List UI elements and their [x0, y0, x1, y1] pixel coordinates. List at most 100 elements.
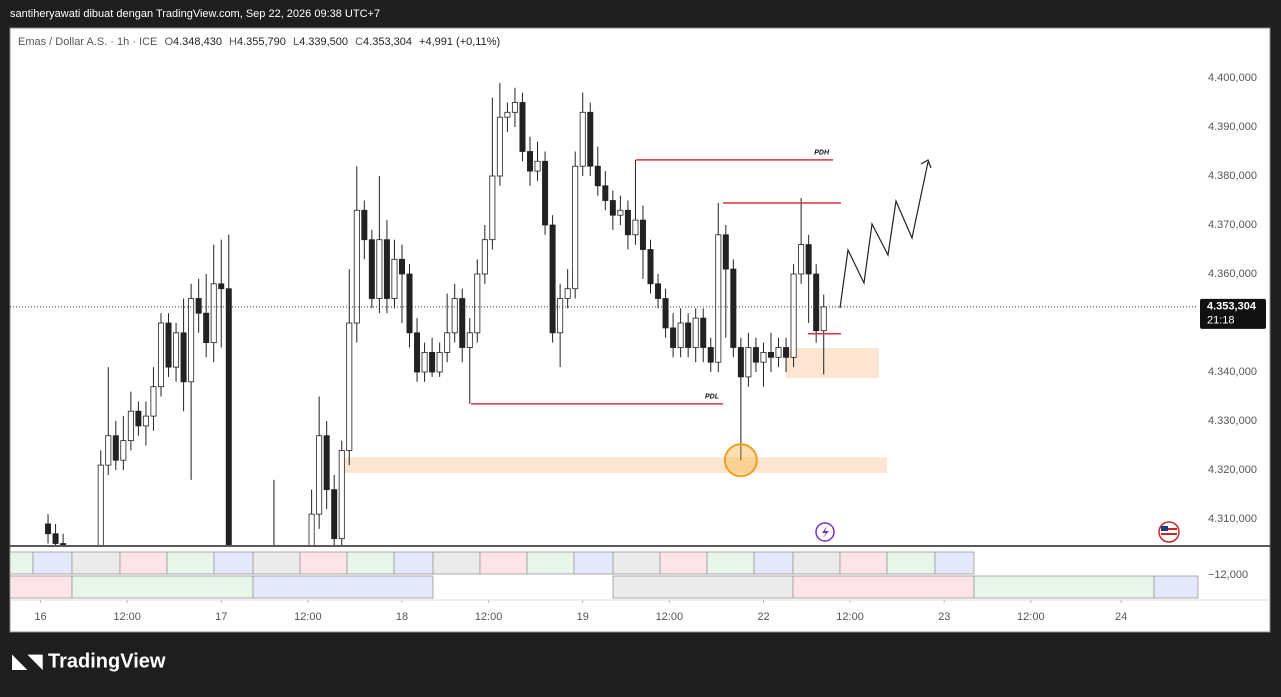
plot: PDH PDL	[45, 82, 887, 545]
session-box	[753, 551, 794, 575]
session-box	[792, 551, 841, 575]
level-label: PDH	[814, 150, 830, 157]
x-tick-label: 12:00	[836, 611, 864, 623]
level-label: PDL	[705, 394, 719, 401]
y-tick-label: 4.320,000	[1208, 464, 1257, 476]
candle-body	[142, 415, 149, 427]
session-box	[32, 551, 73, 575]
candle-body	[617, 209, 624, 216]
x-tick-label: 12:00	[113, 611, 141, 623]
candle-body	[790, 273, 797, 358]
candle-body	[549, 224, 556, 334]
flag-icon[interactable]	[1158, 521, 1180, 543]
candle-body	[745, 347, 752, 378]
highlight-circle	[723, 443, 758, 478]
candle-body	[60, 543, 67, 545]
x-tick-label: 17	[215, 611, 227, 623]
candle-body	[414, 332, 421, 373]
candle-body	[376, 239, 383, 299]
candle-body	[105, 435, 112, 466]
candle-body	[722, 234, 729, 270]
brand-logo: ◣◥	[12, 650, 43, 672]
change: +4,991 (+0,11%)	[419, 36, 500, 48]
candle-body	[444, 332, 451, 353]
candle-body	[338, 450, 345, 540]
y-tick-label: 4.390,000	[1208, 121, 1257, 133]
candle-body	[157, 322, 164, 388]
x-tick-label: 22	[757, 611, 769, 623]
c-value: 4.353,304	[363, 36, 412, 48]
countdown: 21:18	[1207, 315, 1235, 327]
y-tick-label: 4.360,000	[1208, 268, 1257, 280]
candle-body	[730, 268, 737, 348]
session-box	[526, 551, 575, 575]
arrow-head	[920, 159, 932, 169]
session-box	[973, 575, 1155, 599]
price-tag-label: 4.353,304	[1207, 301, 1257, 313]
candle-body	[557, 298, 564, 334]
x-tick-label: 12:00	[1017, 611, 1045, 623]
session-box	[612, 551, 661, 575]
session-box	[299, 551, 348, 575]
l-label: L	[293, 36, 299, 48]
candle-body	[429, 352, 436, 373]
y-tick-label: 4.310,000	[1208, 513, 1257, 525]
candle-body	[655, 283, 662, 299]
candle-body	[700, 317, 707, 348]
candle-body	[165, 322, 172, 368]
session-panel	[9, 551, 1199, 599]
candle-body	[594, 165, 601, 187]
candle-body	[466, 332, 473, 348]
candle-body	[188, 298, 195, 383]
panel-tick-label: −12,000	[1208, 569, 1248, 581]
session-box	[9, 575, 73, 599]
candle-body	[504, 111, 511, 118]
session-box	[166, 551, 215, 575]
candle-body	[534, 160, 541, 172]
zone	[340, 457, 887, 473]
candle-body	[572, 165, 579, 290]
x-tick-label: 19	[577, 611, 589, 623]
candle-body	[820, 306, 827, 332]
x-tick-label: 24	[1115, 611, 1127, 623]
candle-body	[632, 219, 639, 236]
candle-body	[323, 435, 330, 491]
candle-body	[564, 288, 571, 299]
candle-body	[511, 102, 518, 113]
candle-body	[346, 322, 353, 451]
h-label: H	[229, 36, 237, 48]
candle-body	[737, 347, 744, 378]
x-tick-label: 18	[396, 611, 408, 623]
session-box	[792, 575, 975, 599]
candle-body	[150, 386, 157, 417]
candle-body	[383, 239, 390, 299]
x-tick-label: 23	[938, 611, 950, 623]
candle-body	[127, 410, 134, 442]
session-box	[9, 551, 34, 575]
candle-body	[489, 175, 496, 241]
session-box	[252, 575, 434, 599]
candle-body	[783, 347, 790, 358]
candle-body	[670, 327, 677, 348]
candle-body	[542, 160, 549, 226]
event-icon[interactable]	[815, 522, 835, 542]
session-box	[573, 551, 614, 575]
session-box	[393, 551, 434, 575]
y-tick-label: 4.330,000	[1208, 415, 1257, 427]
candle-body	[662, 298, 669, 329]
candle-body	[180, 332, 187, 383]
candle-body	[775, 347, 782, 358]
chart-area	[9, 27, 1271, 633]
session-box	[119, 551, 168, 575]
candle-body	[527, 151, 534, 172]
session-box	[346, 551, 395, 575]
candle-body	[97, 464, 104, 545]
candle-body	[210, 283, 217, 344]
session-box	[934, 551, 975, 575]
candle-body	[587, 111, 594, 167]
c-label: C	[355, 36, 363, 48]
candle-body	[225, 288, 232, 545]
candle-body	[451, 298, 458, 334]
session-box	[252, 551, 301, 575]
